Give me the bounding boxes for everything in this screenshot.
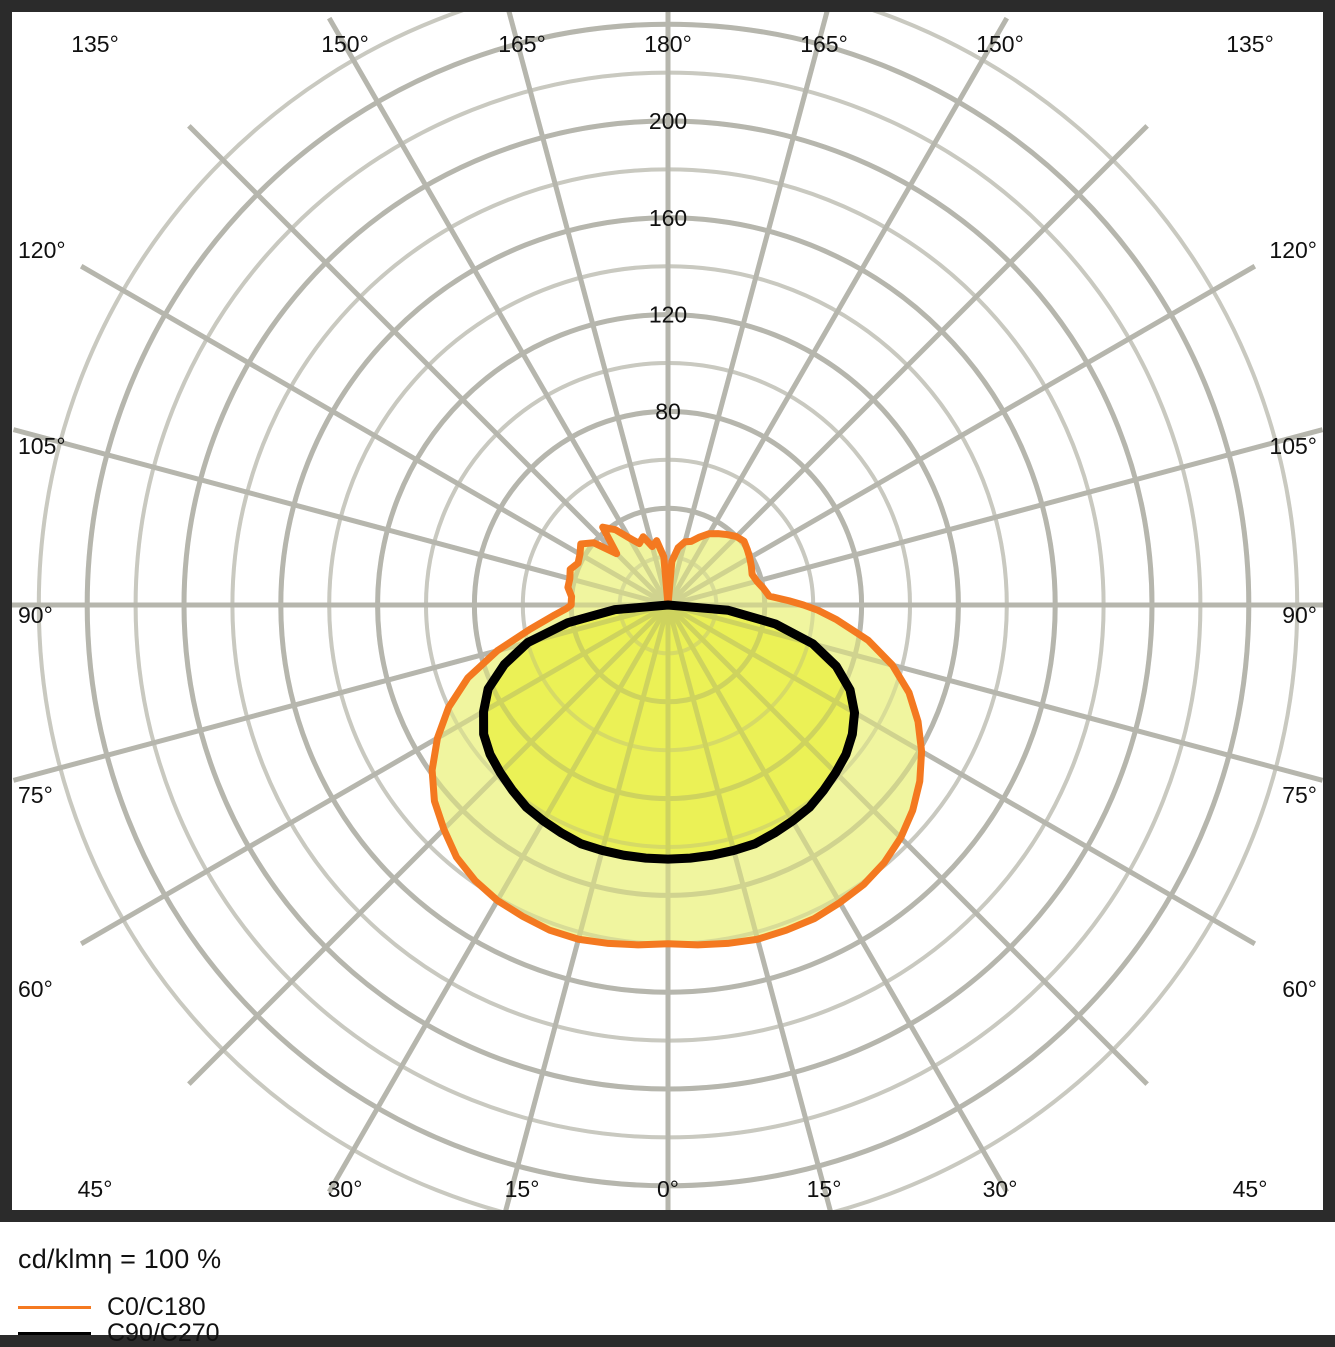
angle-label: 30°	[328, 1176, 363, 1202]
angle-label: 15°	[807, 1176, 842, 1202]
grid-circle-overlay	[278, 215, 1058, 995]
grid-circle-overlay	[471, 408, 865, 802]
radial-tick-labels: 80 120 160 200	[649, 108, 687, 424]
grid-spoke-overlay	[12, 602, 669, 783]
grid-spoke	[327, 16, 671, 607]
grid-spoke	[79, 264, 670, 608]
angle-label: 180°	[644, 31, 692, 57]
grid-circle-overlay	[181, 118, 1155, 1092]
plot-frame: 80 120 160 200 135° 150° 165° 180° 165° 150° 135° 4…	[12, 12, 1323, 1210]
grid-spoke-overlay	[327, 16, 671, 607]
grid-circle-overlay	[84, 21, 1252, 1189]
grid-spoke-overlay	[665, 604, 833, 1210]
legend-swatch-c90-icon	[18, 1331, 91, 1335]
grid-spoke-overlay	[667, 427, 1323, 608]
grid-spoke-overlay	[667, 602, 1323, 783]
angle-label: 75°	[1282, 782, 1317, 808]
angle-label: 90°	[18, 602, 53, 628]
angle-labels: 135° 150° 165° 180° 165° 150° 135° 45° 30° 15° 0° 1…	[18, 31, 1317, 1202]
angle-label: 30°	[983, 1176, 1018, 1202]
grid-spoke-overlay	[666, 124, 1149, 607]
polar-chart: 80 120 160 200 135° 150° 165° 180° 165° 150° 135° 4…	[12, 12, 1323, 1210]
grid-spoke	[506, 12, 671, 606]
legend-label-c0: C0/C180	[107, 1293, 206, 1321]
radial-tick-label: 120	[649, 302, 687, 328]
c0-c180-curve	[428, 523, 926, 949]
grid-spoke-overlay	[506, 12, 671, 606]
angle-label: 60°	[1282, 976, 1317, 1002]
angle-label: 105°	[18, 433, 66, 459]
distribution-curves	[428, 523, 926, 949]
angle-label: 90°	[1282, 602, 1317, 628]
grid-spoke-overlay	[665, 12, 830, 606]
angle-label: 150°	[976, 31, 1024, 57]
legend-item-c90: C90/C270	[18, 1320, 220, 1346]
angle-label: 0°	[657, 1176, 679, 1202]
grid-circle-overlay	[230, 167, 1106, 1043]
grid-spoke-overlay	[187, 603, 670, 1086]
grid-spoke-overlay	[79, 602, 670, 946]
grid-spoke-overlay	[187, 124, 670, 607]
angle-label: 15°	[505, 1176, 540, 1202]
grid-spoke	[666, 264, 1257, 608]
scale-note: cd/klmη = 100 %	[18, 1244, 222, 1274]
grid-spoke	[666, 124, 1149, 607]
c90-c270-fill	[483, 605, 855, 860]
legend-label-c90: C90/C270	[107, 1319, 220, 1347]
chart-footer: cd/klmη = 100 % C0/C180 C90/C270	[0, 1222, 1335, 1346]
c90-c270-curve	[479, 600, 860, 864]
grid-spoke	[665, 12, 830, 606]
grid-spoke-overlay	[665, 603, 1009, 1194]
grid-circle-overlay	[133, 70, 1203, 1140]
plot-area: 80 120 160 200 135° 150° 165° 180° 165° 150° 135° 4…	[12, 12, 1323, 1210]
angle-label: 120°	[1269, 237, 1317, 263]
radial-tick-label: 160	[649, 205, 687, 231]
polar-grid-overlay	[12, 12, 1323, 1210]
grid-spoke-overlay	[666, 603, 1149, 1086]
grid-spoke-overlay	[12, 427, 669, 608]
grid-spoke-overlay	[79, 264, 670, 608]
radial-tick-label: 80	[655, 398, 681, 424]
grid-circle-overlay	[36, 12, 1300, 1210]
angle-label: 120°	[18, 237, 66, 263]
angle-label: 165°	[800, 31, 848, 57]
angle-label: 60°	[18, 976, 53, 1002]
legend-item-c0: C0/C180	[18, 1294, 220, 1320]
angle-label: 45°	[78, 1176, 113, 1202]
grid-spoke	[667, 427, 1323, 608]
grid-spoke-overlay	[503, 604, 671, 1210]
angle-label: 105°	[1269, 433, 1317, 459]
angle-label: 135°	[1226, 31, 1274, 57]
grid-spoke-overlay	[666, 602, 1257, 946]
angle-label: 45°	[1233, 1176, 1268, 1202]
radial-tick-label: 200	[649, 108, 687, 134]
legend-swatch-c0-icon	[18, 1305, 91, 1309]
angle-label: 150°	[321, 31, 369, 57]
grid-circle-overlay	[424, 361, 912, 849]
grid-spoke-overlay	[666, 264, 1257, 608]
grid-spoke-overlay	[665, 16, 1009, 607]
angle-label: 75°	[18, 782, 53, 808]
grid-spoke	[665, 16, 1009, 607]
legend: C0/C180 C90/C270	[18, 1294, 220, 1346]
angle-label: 135°	[71, 31, 119, 57]
grid-spoke	[12, 427, 669, 608]
grid-spoke	[187, 124, 670, 607]
grid-circle-overlay	[375, 312, 961, 898]
angle-label: 165°	[498, 31, 546, 57]
